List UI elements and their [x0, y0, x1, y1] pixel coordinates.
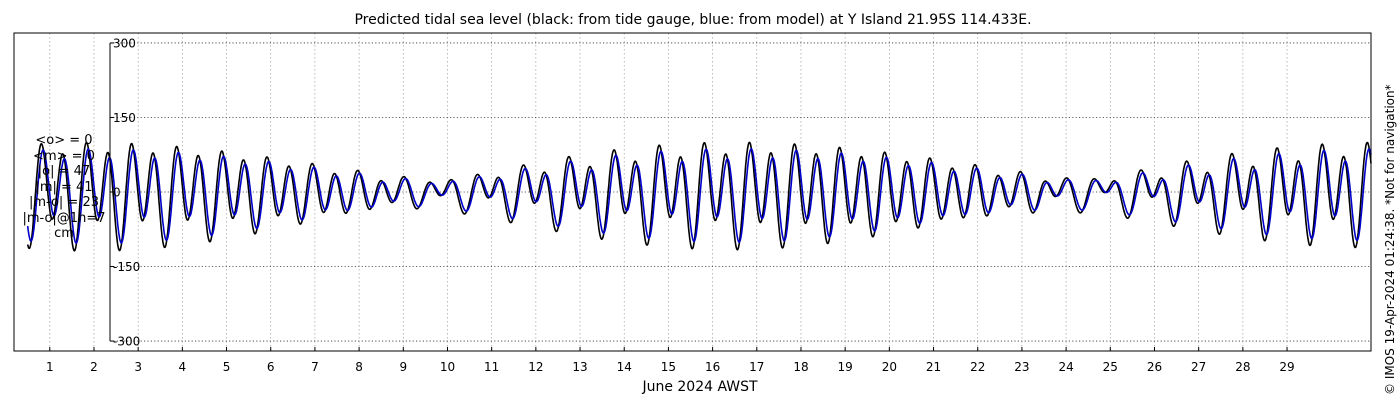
- y-axis-ticks: 300 150 0 -150 -300: [110, 36, 140, 349]
- x-tick-label-14: 14: [617, 360, 632, 374]
- chart-title: Predicted tidal sea level (black: from t…: [354, 12, 1031, 28]
- x-tick-label-21: 21: [926, 360, 941, 374]
- x-tick-label-18: 18: [793, 360, 808, 374]
- stat-line: |m-o| = 23: [28, 195, 99, 210]
- credit-text: © IMOS 19-Apr-2024 01:24:38. *Not for na…: [1383, 84, 1397, 395]
- x-tick-label-13: 13: [572, 360, 587, 374]
- x-tick-label-15: 15: [661, 360, 676, 374]
- x-tick-label-6: 6: [267, 360, 275, 374]
- x-tick-label-9: 9: [399, 360, 407, 374]
- stat-line: <m> = 0: [33, 148, 95, 164]
- x-tick-label-24: 24: [1058, 360, 1073, 374]
- stat-line: <o> = 0: [35, 133, 93, 148]
- stat-line: |o| = 47: [37, 164, 91, 179]
- grid-lines: [49, 33, 1371, 351]
- x-tick-label-10: 10: [440, 360, 455, 374]
- x-tick-label-7: 7: [311, 360, 319, 374]
- x-axis-ticks: 1 2 3 4 5 6 7 8 9 10 11 12 13 14 15 16 17 18 19 20 21 22 23 24 2…: [46, 347, 1295, 374]
- x-tick-label-5: 5: [223, 360, 231, 374]
- x-tick-label-27: 27: [1191, 360, 1206, 374]
- x-tick-label-3: 3: [134, 360, 142, 374]
- y-tick-label--300: -300: [113, 335, 140, 349]
- stat-line: |m-o|@1h=7: [22, 210, 106, 226]
- y-tick-label-0: 0: [113, 186, 121, 200]
- series-lines: [26, 141, 1372, 252]
- y-tick-label-150: 150: [113, 111, 136, 125]
- x-tick-label-16: 16: [705, 360, 720, 374]
- x-tick-label-2: 2: [90, 360, 98, 374]
- y-tick-label-300: 300: [113, 36, 136, 50]
- x-tick-label-22: 22: [970, 360, 985, 374]
- x-tick-label-23: 23: [1014, 360, 1029, 374]
- x-tick-label-17: 17: [749, 360, 764, 374]
- x-tick-label-25: 25: [1103, 360, 1118, 374]
- x-tick-label-26: 26: [1147, 360, 1162, 374]
- x-tick-label-29: 29: [1279, 360, 1294, 374]
- series-line-model: [26, 148, 1372, 244]
- x-tick-label-12: 12: [528, 360, 543, 374]
- y-tick-label--150: -150: [113, 260, 140, 274]
- x-axis-label: June 2024 AWST: [641, 379, 758, 395]
- x-tick-label-1: 1: [46, 360, 54, 374]
- x-tick-label-20: 20: [882, 360, 897, 374]
- stat-line: cm: [54, 226, 74, 241]
- x-tick-label-11: 11: [484, 360, 499, 374]
- series-line-tide-gauge: [26, 141, 1372, 252]
- stat-line: |m| = 41: [35, 179, 93, 195]
- x-tick-label-28: 28: [1235, 360, 1250, 374]
- x-tick-label-4: 4: [179, 360, 187, 374]
- x-tick-label-19: 19: [838, 360, 853, 374]
- x-tick-label-8: 8: [355, 360, 363, 374]
- plot-frame: [13, 32, 1372, 352]
